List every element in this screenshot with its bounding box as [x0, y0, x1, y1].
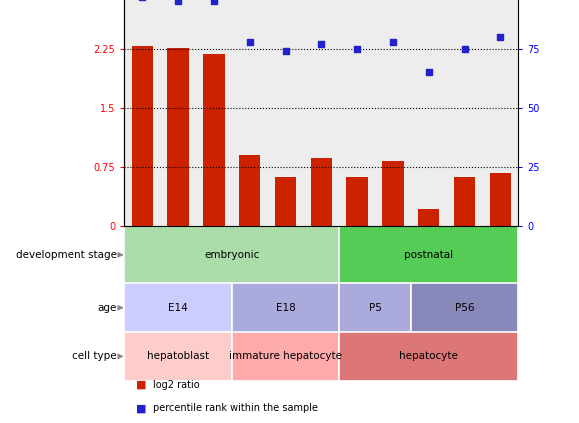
Bar [160, 0, 196, 226]
Bar [203, 54, 225, 226]
Bar [411, 283, 518, 332]
Bar [124, 332, 232, 381]
Bar [482, 0, 518, 226]
Text: P5: P5 [369, 303, 382, 313]
Bar [275, 177, 296, 226]
Bar [124, 0, 160, 226]
Bar [418, 209, 439, 226]
Point [389, 38, 398, 45]
Bar [339, 0, 375, 226]
Bar [339, 332, 518, 381]
Point [174, 0, 183, 5]
Bar [267, 0, 303, 226]
Point [210, 0, 219, 5]
Text: E18: E18 [276, 303, 295, 313]
Bar [124, 226, 339, 283]
Text: immature hepatocyte: immature hepatocyte [229, 352, 342, 361]
Point [281, 48, 290, 55]
Bar [339, 226, 518, 283]
Bar [346, 177, 368, 226]
Bar [167, 48, 189, 226]
Point [245, 38, 254, 45]
Bar [454, 177, 475, 226]
Text: ■: ■ [136, 380, 146, 390]
Bar [490, 173, 511, 226]
Text: log2 ratio: log2 ratio [153, 380, 200, 390]
Text: ■: ■ [136, 403, 146, 413]
Bar [411, 0, 446, 226]
Bar [232, 0, 267, 226]
Point [317, 41, 326, 47]
Point [424, 69, 433, 76]
Bar [196, 0, 232, 226]
Text: cell type: cell type [72, 352, 116, 361]
Bar [232, 283, 339, 332]
Text: E14: E14 [168, 303, 188, 313]
Bar [303, 0, 339, 226]
Point [353, 45, 362, 52]
Bar [382, 161, 404, 226]
Point [460, 45, 469, 52]
Bar [239, 155, 261, 226]
Text: development stage: development stage [16, 250, 116, 260]
Text: hepatoblast: hepatoblast [147, 352, 209, 361]
Bar [232, 332, 339, 381]
Bar [375, 0, 411, 226]
Bar [124, 283, 232, 332]
Text: P56: P56 [455, 303, 474, 313]
Text: percentile rank within the sample: percentile rank within the sample [153, 403, 318, 413]
Text: age: age [97, 303, 116, 313]
Bar [310, 158, 332, 226]
Text: postnatal: postnatal [404, 250, 453, 260]
Bar [131, 46, 153, 226]
Bar [446, 0, 482, 226]
Text: embryonic: embryonic [204, 250, 259, 260]
Bar [339, 283, 411, 332]
Point [496, 33, 505, 40]
Text: hepatocyte: hepatocyte [400, 352, 458, 361]
